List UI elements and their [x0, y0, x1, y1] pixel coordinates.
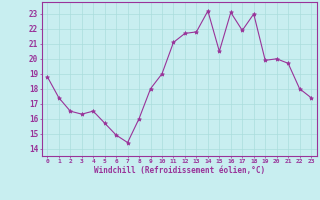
- X-axis label: Windchill (Refroidissement éolien,°C): Windchill (Refroidissement éolien,°C): [94, 166, 265, 175]
